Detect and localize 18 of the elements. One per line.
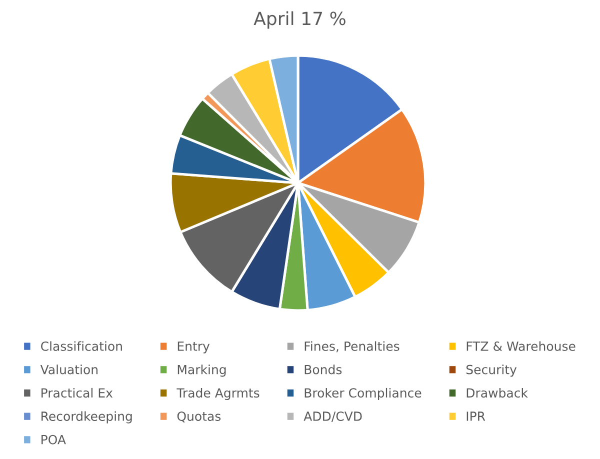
- legend-label: POA: [42, 434, 66, 444]
- legend-label: Broker Compliance: [304, 388, 422, 400]
- legend-label: Practical Ex: [42, 388, 113, 398]
- legend-label: Fines, Penalties: [304, 341, 400, 352]
- legend-label: Classification: [41, 341, 122, 351]
- legend-label: Drawback: [466, 388, 528, 398]
- legend-label: Security: [466, 364, 517, 377]
- legend-label: Valuation: [40, 364, 98, 374]
- legend-label: Recordkeeping: [42, 411, 132, 424]
- legend-label: Quotas: [177, 412, 221, 422]
- legend-label: Entry: [178, 342, 210, 354]
- legend-label: FTZ & Warehouse: [466, 341, 576, 351]
- chart-title: April 17 %: [254, 11, 346, 29]
- legend-label: ADD/CVD: [304, 412, 362, 422]
- legend-label: Bonds: [304, 364, 342, 374]
- legend-label: Trade Agrmts: [176, 388, 260, 400]
- legend-label: Marking: [178, 364, 226, 377]
- legend-label: IPR: [466, 412, 486, 421]
